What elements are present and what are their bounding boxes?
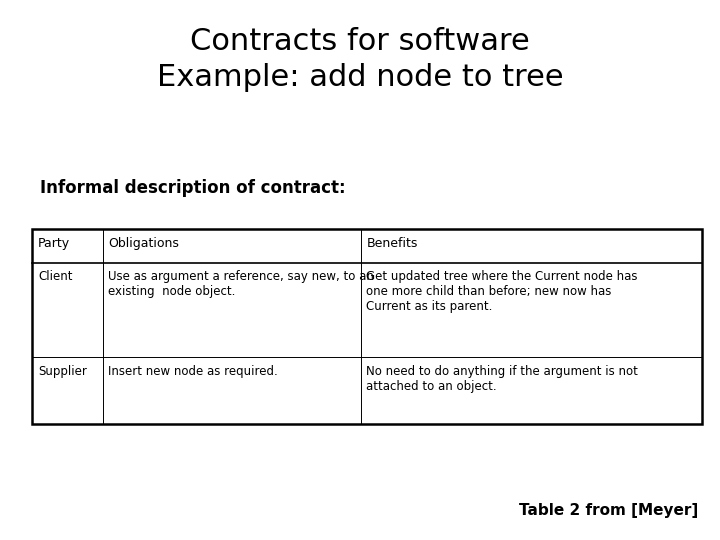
Text: Supplier: Supplier bbox=[38, 364, 87, 377]
Text: Party: Party bbox=[38, 237, 71, 249]
Text: Table 2 from [Meyer]: Table 2 from [Meyer] bbox=[519, 503, 698, 518]
Text: Benefits: Benefits bbox=[366, 237, 418, 249]
Text: Get updated tree where the Current node has
one more child than before; new now : Get updated tree where the Current node … bbox=[366, 270, 638, 313]
Text: Contracts for software
Example: add node to tree: Contracts for software Example: add node… bbox=[157, 27, 563, 92]
Text: No need to do anything if the argument is not
attached to an object.: No need to do anything if the argument i… bbox=[366, 364, 638, 393]
Text: Insert new node as required.: Insert new node as required. bbox=[109, 364, 278, 377]
Text: Obligations: Obligations bbox=[109, 237, 179, 249]
Text: Informal description of contract:: Informal description of contract: bbox=[40, 179, 345, 197]
Text: Client: Client bbox=[38, 270, 73, 283]
Text: Use as argument a reference, say new, to an
existing  node object.: Use as argument a reference, say new, to… bbox=[109, 270, 374, 298]
